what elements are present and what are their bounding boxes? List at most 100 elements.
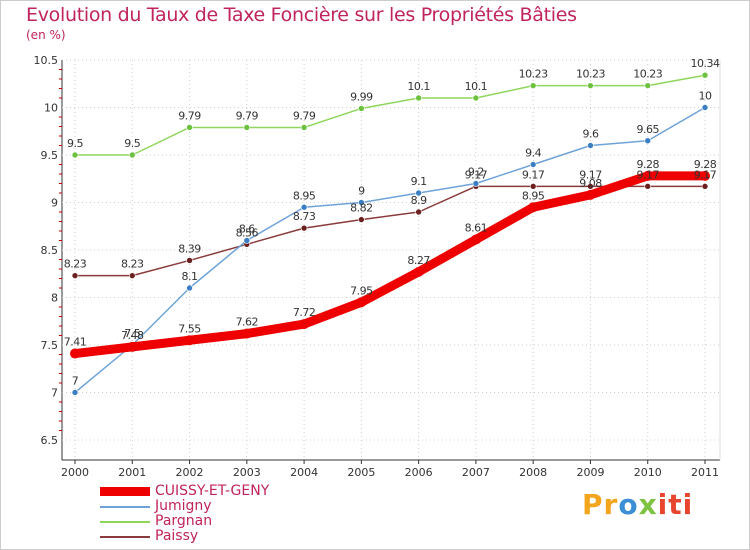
data-point bbox=[528, 202, 539, 213]
data-label: 10.1 bbox=[407, 80, 430, 93]
legend-swatch bbox=[100, 506, 150, 508]
data-point bbox=[300, 203, 308, 211]
data-point bbox=[300, 124, 308, 131]
chart-subtitle: (en %) bbox=[26, 28, 66, 42]
series-line-paissy bbox=[74, 185, 706, 277]
legend-label: CUISSY-ET-GENY bbox=[155, 483, 270, 499]
data-point bbox=[644, 183, 652, 190]
data-point bbox=[358, 105, 365, 112]
data-point bbox=[299, 319, 310, 330]
x-tick-label: 2006 bbox=[405, 466, 433, 479]
data-label: 7.48 bbox=[121, 329, 144, 342]
data-label: 9.99 bbox=[350, 90, 373, 103]
data-point bbox=[243, 237, 251, 244]
data-point bbox=[358, 199, 365, 206]
data-label: 7.95 bbox=[350, 284, 373, 297]
legend-item: Pargnan bbox=[100, 513, 360, 529]
data-label: 8.27 bbox=[407, 254, 430, 267]
y-tick-label: 6.5 bbox=[41, 434, 59, 447]
legend-label: Pargnan bbox=[155, 513, 213, 529]
data-point bbox=[529, 82, 537, 89]
data-point bbox=[642, 170, 653, 181]
data-label: 8.95 bbox=[293, 189, 316, 202]
x-tick-label: 2008 bbox=[519, 466, 547, 479]
data-point bbox=[71, 389, 79, 396]
data-label: 8.9 bbox=[411, 194, 427, 207]
x-tick-label: 2007 bbox=[462, 466, 490, 479]
chart-title: Evolution du Taux de Taxe Foncière sur l… bbox=[26, 4, 577, 26]
data-label: 8.56 bbox=[236, 226, 259, 239]
data-point bbox=[644, 137, 652, 145]
data-point bbox=[472, 180, 480, 187]
logo-part-2: o bbox=[618, 488, 639, 521]
y-tick-label: 7 bbox=[51, 387, 58, 400]
data-point bbox=[71, 151, 79, 159]
data-point bbox=[241, 328, 252, 339]
data-label: 8.1 bbox=[182, 270, 198, 283]
data-label: 9.5 bbox=[67, 137, 83, 150]
x-tick-label: 2004 bbox=[290, 466, 318, 479]
data-label: 9.5 bbox=[124, 137, 140, 150]
legend-label: Paissy bbox=[155, 528, 199, 544]
data-point bbox=[585, 189, 596, 200]
x-tick-label: 2003 bbox=[233, 466, 261, 479]
data-label: 9.65 bbox=[636, 123, 659, 136]
data-label: 10.23 bbox=[633, 68, 662, 81]
data-label: 8.73 bbox=[293, 210, 316, 223]
data-point bbox=[701, 183, 709, 190]
data-point bbox=[472, 94, 480, 102]
legend-swatch bbox=[100, 536, 150, 538]
data-label: 9.17 bbox=[465, 168, 488, 181]
logo-part-3: x bbox=[638, 488, 658, 521]
data-point bbox=[184, 335, 195, 346]
x-tick-label: 2002 bbox=[176, 466, 204, 479]
legend-item: Paissy bbox=[100, 528, 360, 544]
y-tick-label: 8.5 bbox=[41, 244, 59, 257]
data-label: 9.79 bbox=[293, 109, 316, 122]
data-label: 10 bbox=[699, 90, 712, 103]
data-point bbox=[71, 272, 79, 279]
data-point bbox=[300, 224, 308, 232]
data-point bbox=[413, 266, 424, 277]
data-point bbox=[186, 257, 193, 264]
proxiti-logo: Proxiti bbox=[582, 488, 693, 521]
x-tick-label: 2000 bbox=[61, 466, 89, 479]
data-label: 8.6 bbox=[239, 223, 255, 236]
logo-part-1: Pr bbox=[582, 488, 619, 521]
data-point bbox=[127, 341, 138, 352]
x-tick-label: 2009 bbox=[576, 466, 604, 479]
data-label: 9 bbox=[358, 185, 365, 198]
data-label: 9.4 bbox=[525, 147, 541, 160]
series-line-pargnan bbox=[74, 74, 706, 156]
data-label: 9.17 bbox=[579, 168, 602, 181]
data-point bbox=[128, 272, 136, 279]
data-label: 9.2 bbox=[468, 166, 484, 179]
data-point bbox=[186, 124, 193, 131]
data-point bbox=[243, 124, 251, 131]
data-point bbox=[587, 82, 594, 89]
data-label: 9.17 bbox=[522, 168, 545, 181]
y-tick-label: 9 bbox=[51, 197, 58, 210]
data-label: 7.5 bbox=[124, 327, 140, 340]
data-label: 9.17 bbox=[636, 168, 659, 181]
data-point bbox=[415, 189, 422, 197]
x-tick-label: 2005 bbox=[347, 466, 375, 479]
y-tick-label: 10.5 bbox=[34, 54, 59, 67]
x-tick-label: 2001 bbox=[118, 466, 146, 479]
data-point bbox=[470, 234, 481, 245]
data-label: 7.62 bbox=[236, 316, 259, 329]
data-point bbox=[587, 183, 594, 190]
data-label: 9.17 bbox=[694, 168, 717, 181]
data-label: 8.95 bbox=[522, 189, 545, 202]
legend-item: CUISSY-ET-GENY bbox=[100, 483, 360, 499]
data-label: 9.28 bbox=[694, 158, 717, 171]
data-label: 7 bbox=[72, 375, 79, 388]
data-label: 9.79 bbox=[178, 109, 201, 122]
y-tick-label: 9.5 bbox=[41, 149, 59, 162]
data-point bbox=[128, 151, 136, 159]
data-point bbox=[415, 94, 422, 102]
data-label: 7.72 bbox=[293, 306, 316, 319]
data-label: 10.23 bbox=[519, 68, 548, 81]
data-point bbox=[587, 142, 594, 149]
data-label: 9.79 bbox=[236, 109, 259, 122]
